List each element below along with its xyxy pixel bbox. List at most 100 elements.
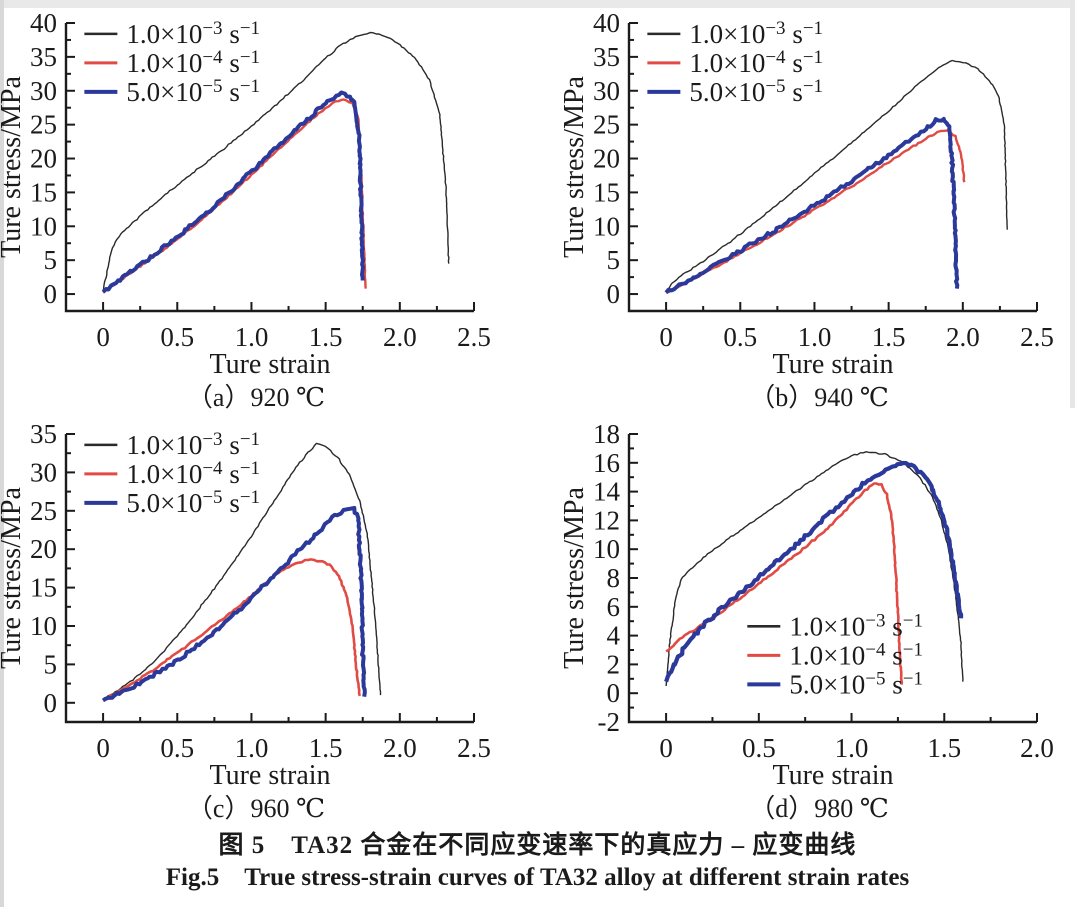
series-curve-red (665, 129, 966, 294)
y-tick-label: 10 (593, 534, 620, 564)
y-tick-label: 2 (607, 649, 621, 679)
legend-label-black: 1.0×10−3 s−1 (789, 610, 923, 641)
y-tick-label: 30 (30, 457, 57, 487)
legend-label-blue: 5.0×10−5 s−1 (789, 668, 923, 699)
series-curve-blue (101, 505, 367, 703)
scan-edge-left (0, 0, 4, 907)
y-axis-title: Ture stress/MPa (0, 76, 27, 258)
figure-caption-en: Fig.5 True stress-strain curves of TA32 … (165, 864, 910, 891)
x-tick-label: 0.5 (160, 322, 194, 352)
x-tick-label: 0.5 (742, 733, 776, 763)
x-axis-title: Ture strain (209, 760, 330, 791)
y-axis-title: Ture stress/MPa (563, 76, 590, 258)
legend-label-black: 1.0×10−3 s−1 (126, 429, 260, 460)
x-tick-label: 0.5 (723, 322, 757, 352)
x-axis-title: Ture strain (772, 349, 893, 380)
y-tick-label: 10 (30, 211, 57, 241)
legend-label-blue: 5.0×10−5 s−1 (126, 487, 260, 518)
chart-panel-b: 0 0.5 1.0 1.5 2.0 2.5 0 5 10 15 20 25 30 35 40 Ture str… (537, 0, 1075, 412)
legend-label-blue: 5.0×10−5 s−1 (126, 76, 260, 107)
y-tick-label: 6 (607, 592, 621, 622)
axes-lines (627, 23, 1037, 313)
chart-panel-c: 0 0.5 1.0 1.5 2.0 2.5 0 5 10 15 20 25 30 35 Ture strai… (0, 411, 537, 823)
y-tick-label: 25 (30, 110, 57, 140)
legend-label-red: 1.0×10−4 s−1 (126, 458, 260, 489)
x-tick-label: 1.0 (235, 733, 269, 763)
chart-panel-a: 0 0.5 1.0 1.5 2.0 2.5 0 5 10 15 20 25 30 35 40 Ture str… (0, 0, 537, 412)
y-tick-label: 35 (30, 42, 57, 72)
x-tick-label: 1.5 (872, 322, 906, 352)
x-tick-label: 2.0 (383, 733, 417, 763)
y-tick-label: 14 (593, 477, 621, 507)
x-tick-label: 1.5 (309, 733, 343, 763)
legend-label-red: 1.0×10−4 s−1 (789, 639, 923, 670)
legend-label-black: 1.0×10−3 s−1 (689, 18, 823, 49)
figure-caption: 图 5 TA32 合金在不同应变速率下的真应力 – 应变曲线 Fig.5 Tru… (0, 830, 1075, 894)
y-tick-label: 15 (593, 177, 620, 207)
y-tick-label: 5 (44, 649, 58, 679)
series-curve-blue (101, 90, 366, 294)
panel-label-c: （c）960 ℃ (187, 794, 325, 822)
y-tick-label: 40 (30, 8, 57, 38)
series-curve-blue (664, 460, 964, 683)
y-tick-label: 15 (30, 573, 57, 603)
legend: 1.0×10−3 s−11.0×10−4 s−15.0×10−5 s−1 (747, 610, 923, 699)
x-tick-label: 1.0 (798, 322, 832, 352)
panel-label-a: （a）920 ℃ (187, 383, 325, 411)
figure-panels-grid: 0 0.5 1.0 1.5 2.0 2.5 0 5 10 15 20 25 30 35 40 Ture str… (0, 0, 1075, 823)
y-tick-label: 20 (30, 144, 57, 174)
y-tick-label: 40 (593, 8, 620, 38)
x-axis-title: Ture strain (209, 349, 330, 380)
panel-label-b: （b）940 ℃ (749, 383, 889, 411)
series-curve-black (102, 31, 450, 292)
y-tick-label: 12 (593, 505, 620, 535)
x-tick-label: 0 (96, 733, 110, 763)
series-curve-red (102, 558, 362, 702)
x-tick-label: 1.0 (835, 733, 869, 763)
scan-edge-top (0, 0, 1075, 8)
series-curve-black (102, 442, 382, 701)
y-tick-label: 0 (607, 678, 621, 708)
y-tick-label: 0 (44, 279, 58, 309)
scan-edge-right (1070, 0, 1075, 409)
legend-label-red: 1.0×10−4 s−1 (689, 47, 823, 78)
series-curve-blue (664, 116, 960, 294)
legend: 1.0×10−3 s−11.0×10−4 s−15.0×10−5 s−1 (647, 18, 823, 107)
y-tick-label: 18 (593, 419, 620, 449)
x-tick-label: 2.5 (457, 322, 491, 352)
x-tick-label: 2.0 (383, 322, 417, 352)
chart-panel-d: 0 0.5 1.0 1.5 2.0 -2 0 2 4 6 8 10 12 14 16 18 Ture strai… (537, 411, 1075, 823)
series-curve-black (665, 59, 1008, 293)
legend-label-red: 1.0×10−4 s−1 (126, 47, 260, 78)
y-tick-label: 5 (607, 245, 621, 275)
figure-caption-zh: 图 5 TA32 合金在不同应变速率下的真应力 – 应变曲线 (218, 832, 857, 859)
chart-svg-c: 0 0.5 1.0 1.5 2.0 2.5 0 5 10 15 20 25 30 35 Ture strai… (0, 419, 491, 823)
legend: 1.0×10−3 s−11.0×10−4 s−15.0×10−5 s−1 (84, 429, 260, 518)
y-tick-label: 0 (607, 279, 621, 309)
x-tick-label: 2.0 (1020, 733, 1054, 763)
y-tick-label: 20 (30, 534, 57, 564)
y-tick-label: 30 (593, 76, 620, 106)
x-tick-label: 1.5 (927, 733, 961, 763)
x-tick-label: 2.0 (946, 322, 980, 352)
series-curve-red (665, 482, 904, 685)
x-tick-label: 2.5 (1020, 322, 1054, 352)
y-axis-title: Ture stress/MPa (0, 487, 27, 669)
legend-label-black: 1.0×10−3 s−1 (126, 18, 260, 49)
y-tick-label: 10 (30, 611, 57, 641)
legend-label-blue: 5.0×10−5 s−1 (689, 76, 823, 107)
x-tick-label: 0 (659, 322, 673, 352)
y-tick-label: 30 (30, 76, 57, 106)
y-tick-label: 0 (44, 688, 58, 718)
y-tick-label: 25 (593, 110, 620, 140)
y-tick-label: 35 (593, 42, 620, 72)
x-tick-label: 0 (659, 733, 673, 763)
y-tick-label: 16 (593, 448, 620, 478)
y-tick-label: 5 (44, 245, 58, 275)
x-tick-label: 0 (96, 322, 110, 352)
x-tick-label: 0.5 (160, 733, 194, 763)
x-tick-label: 2.5 (457, 733, 491, 763)
